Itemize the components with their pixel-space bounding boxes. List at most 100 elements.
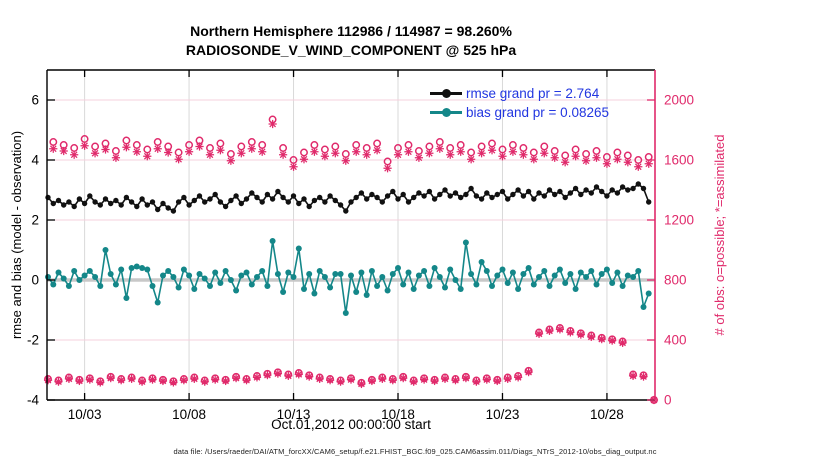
rmse-marker <box>546 187 553 193</box>
obs-possible-marker <box>435 138 444 146</box>
obs-possible-marker <box>493 375 502 384</box>
bias-marker <box>217 280 224 286</box>
bias-marker <box>598 271 605 277</box>
rmse-marker <box>134 203 140 210</box>
obs-possible-marker <box>608 335 617 344</box>
left-tick-label: 2 <box>31 213 39 228</box>
bias-marker <box>473 281 480 288</box>
bias-marker <box>583 274 590 280</box>
obs-possible-marker <box>461 372 470 381</box>
rmse-marker <box>222 203 229 210</box>
obs-assimilated-marker <box>227 157 235 165</box>
obs-possible-marker <box>64 373 73 382</box>
left-tick-label: 0 <box>31 273 39 288</box>
obs-possible-marker <box>508 141 517 149</box>
bias-marker <box>447 266 454 273</box>
bias-marker <box>551 272 558 279</box>
obs-assimilated-marker <box>185 148 193 156</box>
rmse-marker <box>395 196 401 202</box>
bias-marker <box>50 281 57 288</box>
bias-marker <box>248 281 255 288</box>
obs-possible-marker <box>367 375 376 384</box>
bias-marker <box>290 274 297 280</box>
rmse-marker <box>374 194 380 201</box>
bias-marker <box>384 287 391 294</box>
obs-possible-marker <box>399 372 408 381</box>
bias-marker <box>165 268 172 274</box>
bias-marker <box>259 268 266 274</box>
rmse-marker <box>452 190 459 196</box>
obs-assimilated-marker <box>593 154 600 162</box>
rmse-marker <box>484 190 490 196</box>
obs-possible-marker <box>420 374 429 383</box>
bias-marker <box>415 272 422 279</box>
rmse-marker <box>301 196 307 202</box>
obs-possible-marker <box>216 139 225 148</box>
obs-possible-marker <box>514 372 523 380</box>
rmse-marker <box>254 194 260 201</box>
rmse-marker <box>186 202 192 208</box>
rmse-marker <box>416 190 422 196</box>
obs-assimilated-marker <box>290 163 297 171</box>
rmse-marker <box>217 199 224 205</box>
rmse-marker <box>191 197 197 204</box>
rmse-marker <box>343 208 349 214</box>
x-tick-label: 10/18 <box>381 407 415 422</box>
obs-possible-marker <box>289 156 298 164</box>
rmse-marker <box>552 191 558 198</box>
obs-possible-marker <box>185 141 194 149</box>
rmse-marker <box>92 199 98 205</box>
obs-assimilated-marker <box>60 147 68 155</box>
obs-assimilated-marker <box>352 148 360 156</box>
obs-possible-marker <box>242 375 251 383</box>
obs-possible-marker <box>383 157 392 166</box>
obs-assimilated-marker <box>645 160 653 168</box>
obs-possible-marker <box>430 375 439 384</box>
bias-marker <box>436 274 443 280</box>
rmse-marker <box>557 188 563 195</box>
obs-possible-marker <box>127 373 136 382</box>
bias-marker <box>520 271 527 277</box>
bias-marker <box>55 269 62 276</box>
rmse-marker <box>243 196 250 202</box>
rmse-marker <box>473 193 480 199</box>
bias-marker <box>395 265 401 271</box>
obs-possible-marker <box>226 150 235 158</box>
obs-possible-marker <box>117 375 126 383</box>
rmse-marker <box>609 187 615 193</box>
right-tick-label: 1200 <box>664 213 694 228</box>
obs-assimilated-marker <box>81 142 88 150</box>
bias-marker <box>421 268 428 274</box>
bias-marker <box>327 284 334 291</box>
rmse-marker <box>604 193 610 199</box>
bias-marker <box>76 277 83 283</box>
obs-possible-marker <box>122 136 131 145</box>
obs-assimilated-marker <box>248 145 256 153</box>
rmse-marker <box>411 194 417 201</box>
obs-assimilated-marker <box>561 158 569 166</box>
rmse-marker <box>640 185 647 192</box>
rmse-marker <box>458 194 464 201</box>
bias-marker <box>358 269 365 276</box>
rmse-marker <box>108 200 114 207</box>
rmse-marker <box>322 199 328 205</box>
rmse-marker <box>478 196 485 202</box>
legend-marker-icon <box>442 89 451 98</box>
rmse-marker <box>353 194 359 201</box>
obs-possible-marker <box>446 144 455 152</box>
legend-label: bias grand pr = 0.08265 <box>466 105 609 120</box>
obs-possible-marker <box>451 375 460 383</box>
bias-marker <box>139 265 146 271</box>
bias-marker <box>389 271 396 277</box>
rmse-marker <box>280 194 286 201</box>
obs-possible-marker <box>54 376 63 385</box>
bias-marker <box>483 268 490 274</box>
bias-marker <box>227 277 234 283</box>
rmse-marker <box>531 196 537 202</box>
obs-possible-marker <box>347 374 355 383</box>
rmse-marker <box>348 199 354 205</box>
obs-possible-marker <box>232 372 241 381</box>
bias-marker <box>65 283 72 289</box>
obs-possible-marker <box>59 141 68 149</box>
rmse-marker <box>447 193 453 199</box>
